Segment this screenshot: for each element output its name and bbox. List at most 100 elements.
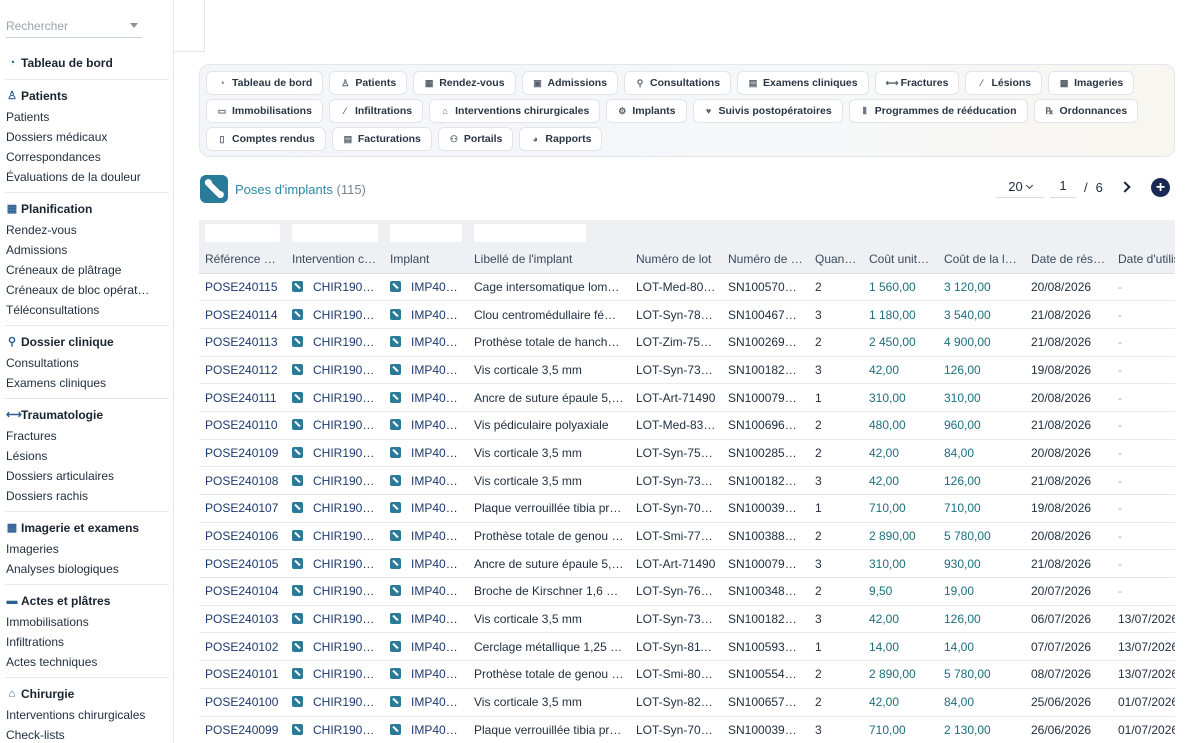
sidebar-item-analyses-biologiques[interactable]: Analyses biologiques [6, 562, 119, 576]
sidebar-item-interventions-chirurgicales[interactable]: Interventions chirurgicales [6, 708, 146, 722]
tab-patients[interactable]: ♙ Patients [329, 71, 408, 95]
tab-programmes-de-reeducation[interactable]: ⦀ Programmes de rééducation [848, 99, 1028, 123]
record-link[interactable]: CHIR190069 [313, 639, 383, 654]
column-header-numero-de-lot[interactable]: Numéro de lot [630, 245, 722, 274]
column-header-quantite[interactable]: Quantité [809, 245, 863, 274]
link-icon[interactable] [390, 336, 401, 348]
record-link[interactable]: CHIR190072 [313, 529, 383, 544]
link-icon[interactable] [292, 640, 303, 652]
sidebar-section-imagerie-et-examens[interactable]: ▩ Imagerie et examens [0, 517, 173, 539]
record-link[interactable]: CHIR190074 [313, 445, 383, 460]
record-link[interactable]: POSE240115 [205, 279, 278, 294]
tab-facturations[interactable]: ▤ Facturations [331, 127, 432, 151]
chevron-down-icon[interactable] [130, 23, 138, 28]
link-icon[interactable] [390, 696, 401, 708]
table-row[interactable]: POSE240113 CHIR190076 IMP40035 Prothèse tot… [199, 328, 1175, 357]
page-input[interactable]: 1 [1050, 176, 1076, 198]
per-page-select[interactable]: 20 [996, 176, 1044, 198]
tab-portails[interactable]: ⚇ Portails [437, 127, 514, 151]
link-icon[interactable] [292, 363, 303, 375]
link-icon[interactable] [292, 446, 303, 458]
link-icon[interactable] [292, 391, 303, 403]
record-link[interactable]: POSE240104 [205, 584, 279, 599]
tab-rendez-vous[interactable]: ▦ Rendez-vous [413, 71, 516, 95]
tab-tableau-de-bord[interactable]: ◔ Tableau de bord [206, 71, 324, 95]
record-link[interactable]: POSE240102 [205, 639, 279, 654]
record-link[interactable]: POSE240107 [205, 501, 279, 516]
sidebar-item-immobilisations[interactable]: Immobilisations [6, 615, 89, 629]
table-row[interactable]: POSE240104 CHIR190070 IMP40045 Broche de Ki… [199, 577, 1175, 606]
record-link[interactable]: IMP40006 [411, 501, 466, 516]
link-icon[interactable] [292, 474, 303, 486]
column-header-implant[interactable]: Implant [384, 245, 468, 274]
sidebar-item-creneaux-de-platrage[interactable]: Créneaux de plâtrage [6, 263, 122, 277]
link-icon[interactable] [390, 668, 401, 680]
link-icon[interactable] [390, 613, 401, 625]
record-link[interactable]: CHIR190072 [313, 556, 383, 571]
column-header-intervention-ch[interactable]: Intervention ch… [286, 245, 384, 274]
column-header-libelle-de-l-implant[interactable]: Libellé de l'implant [468, 245, 630, 274]
filter-input[interactable] [205, 223, 280, 242]
column-header-date-de-rese[interactable]: Date de rése… [1025, 245, 1112, 274]
tab-rapports[interactable]: ◕ Rapports [519, 127, 603, 151]
sidebar-section-patients[interactable]: ♙ Patients [0, 85, 173, 107]
link-icon[interactable] [390, 308, 401, 320]
record-link[interactable]: POSE240101 [205, 667, 279, 682]
record-link[interactable]: IMP40024 [411, 612, 466, 627]
sidebar-item-teleconsultations[interactable]: Téléconsultations [6, 303, 100, 317]
link-icon[interactable] [292, 557, 303, 569]
record-link[interactable]: POSE240109 [205, 445, 279, 460]
tab-suivis-postoperatoires[interactable]: ♥ Suivis postopératoires [692, 99, 843, 123]
record-link[interactable]: CHIR190075 [313, 418, 383, 433]
sidebar-item-actes-techniques[interactable]: Actes techniques [6, 655, 98, 669]
sidebar-item-creneaux-de-bloc-operat[interactable]: Créneaux de bloc opérat… [6, 283, 150, 297]
record-link[interactable]: IMP40024 [411, 362, 466, 377]
link-icon[interactable] [390, 391, 401, 403]
link-icon[interactable] [390, 419, 401, 431]
table-row[interactable]: POSE240102 CHIR190069 IMP40076 Cerclage mét… [199, 632, 1175, 662]
record-link[interactable]: CHIR190077 [313, 279, 383, 294]
record-link[interactable]: IMP40071 [411, 667, 466, 682]
record-link[interactable]: IMP40076 [411, 639, 466, 654]
sidebar-item-evaluations-de-la-douleur[interactable]: Évaluations de la douleur [6, 170, 141, 184]
link-icon[interactable] [292, 668, 303, 680]
record-link[interactable]: CHIR190069 [313, 667, 383, 682]
record-link[interactable]: POSE240100 [205, 695, 279, 710]
table-row[interactable]: POSE240111 CHIR190075 IMP40011 Ancre de sut… [199, 383, 1175, 412]
record-link[interactable]: POSE240108 [205, 473, 279, 488]
table-row[interactable]: POSE240108 CHIR190074 IMP40024 Vis cortical… [199, 466, 1175, 495]
link-icon[interactable] [390, 474, 401, 486]
record-link[interactable]: IMP40045 [411, 584, 466, 599]
record-link[interactable]: CHIR190072 [313, 501, 383, 516]
link-icon[interactable] [390, 557, 401, 569]
link-icon[interactable] [292, 308, 303, 320]
sidebar-section-traumatologie[interactable]: ⟷ Traumatologie [0, 404, 173, 426]
table-row[interactable]: POSE240101 CHIR190069 IMP40071 Prothèse tot… [199, 660, 1175, 689]
link-icon[interactable] [292, 502, 303, 514]
table-row[interactable]: POSE240099 CHIR190068 IMP40006 Plaque verro… [199, 716, 1175, 743]
record-link[interactable]: CHIR190074 [313, 473, 383, 488]
sidebar-section-chirurgie[interactable]: ⌂ Chirurgie [0, 683, 173, 705]
table-row[interactable]: POSE240100 CHIR190068 IMP40084 Vis cortical… [199, 688, 1175, 717]
tab-immobilisations[interactable]: ▭ Immobilisations [206, 99, 323, 123]
record-link[interactable]: IMP40024 [411, 473, 466, 488]
tab-infiltrations[interactable]: ⁄ Infiltrations [328, 99, 424, 123]
table-row[interactable]: POSE240112 CHIR190075 IMP40024 Vis cortical… [199, 356, 1175, 385]
sidebar-section-dossier-clinique[interactable]: ⚲ Dossier clinique [0, 331, 173, 353]
sidebar-item-dossiers-articulaires[interactable]: Dossiers articulaires [6, 469, 115, 483]
record-link[interactable]: CHIR190075 [313, 390, 383, 405]
sidebar-item-dossiers-rachis[interactable]: Dossiers rachis [6, 489, 89, 503]
record-link[interactable]: IMP40037 [411, 445, 466, 460]
link-icon[interactable] [292, 613, 303, 625]
sidebar-section-actes-et-platres[interactable]: ▬ Actes et plâtres [0, 590, 173, 612]
record-link[interactable]: POSE240111 [205, 390, 277, 405]
link-icon[interactable] [292, 336, 303, 348]
record-link[interactable]: IMP40011 [411, 556, 465, 571]
column-header-cout-unitaire[interactable]: Coût unitaire [863, 245, 938, 274]
record-link[interactable]: IMP40084 [411, 695, 466, 710]
column-header-reference-p[interactable]: Référence p… [199, 245, 286, 274]
record-link[interactable]: POSE240112 [205, 362, 278, 377]
record-link[interactable]: IMP40006 [411, 722, 466, 737]
filter-input[interactable] [474, 223, 586, 242]
tab-implants[interactable]: ⚙ Implants [606, 99, 687, 123]
